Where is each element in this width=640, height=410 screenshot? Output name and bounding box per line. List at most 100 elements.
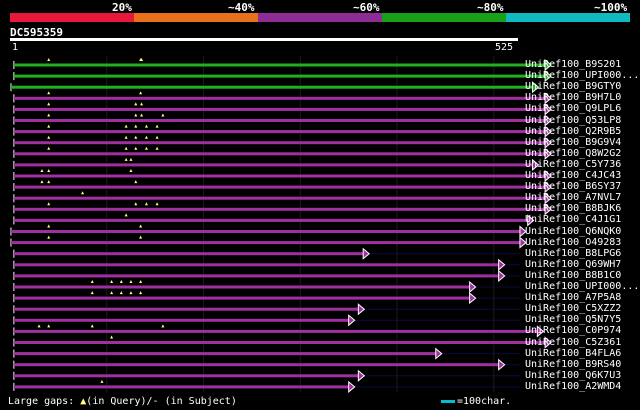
legend-bar-100 xyxy=(506,13,630,22)
hit-bar xyxy=(13,174,546,178)
hit-end-arrow xyxy=(544,181,552,194)
hit-label[interactable]: UniRef100_B4FLA6 xyxy=(525,347,622,359)
hit-label[interactable]: UniRef100_UPI000... xyxy=(525,281,640,292)
hit-label[interactable]: UniRef100_B9G9V4 xyxy=(525,136,622,148)
hit-label[interactable]: UniRef100_B6SY37 xyxy=(525,181,622,193)
query-gap-marker xyxy=(124,135,128,139)
query-gap-marker xyxy=(129,280,133,283)
query-gap-marker xyxy=(90,280,94,283)
hit-end-arrow xyxy=(544,114,552,127)
hit-label[interactable]: UniRef100_Q5N7Y5 xyxy=(525,314,622,326)
hit-bar xyxy=(13,374,359,378)
hit-bar xyxy=(13,107,546,111)
query-gap-marker xyxy=(47,202,51,206)
hit-bar xyxy=(13,119,546,122)
query-gap-marker xyxy=(155,202,159,206)
query-ruler xyxy=(10,38,518,41)
query-gap-marker xyxy=(47,180,51,184)
hit-label[interactable]: UniRef100_C5XZZ2 xyxy=(525,303,622,315)
hit-label[interactable]: UniRef100_B8B1C0 xyxy=(525,269,622,281)
hit-label[interactable]: UniRef100_O49283 xyxy=(525,236,622,248)
query-gap-marker xyxy=(144,146,148,150)
hit-end-arrow xyxy=(498,269,506,282)
hit-label[interactable]: UniRef100_Q8W2G2 xyxy=(525,147,622,159)
query-gap-marker xyxy=(139,280,143,283)
hit-label[interactable]: UniRef100_Q69WH7 xyxy=(525,258,622,270)
query-gap-marker xyxy=(90,291,94,295)
query-gap-marker xyxy=(134,124,138,128)
hit-label[interactable]: UniRef100_A7NVL7 xyxy=(525,192,622,204)
hit-bar xyxy=(13,141,546,145)
hit-bar xyxy=(10,241,520,245)
ruler-start-label: 1 xyxy=(12,42,19,53)
hit-label[interactable]: UniRef100_UPI000... xyxy=(525,70,640,82)
hit-label[interactable]: UniRef100_B9H7L0 xyxy=(525,92,622,104)
hit-bar xyxy=(13,207,546,211)
hit-bar xyxy=(13,352,436,356)
hit-end-arrow xyxy=(544,103,552,116)
hit-label[interactable]: UniRef100_B8BJK6 xyxy=(525,203,622,215)
hit-label[interactable]: UniRef100_Q6K7U3 xyxy=(525,369,622,381)
query-gap-marker xyxy=(140,102,144,106)
hit-label[interactable]: UniRef100_C4JC43 xyxy=(525,170,622,181)
ruler-end-label: 525 xyxy=(495,42,514,53)
hit-label[interactable]: UniRef100_A2WMD4 xyxy=(525,380,622,392)
hit-label[interactable]: UniRef100_B9GTY0 xyxy=(525,81,622,93)
hit-label[interactable]: UniRef100_C5Y736 xyxy=(525,158,622,170)
hit-bar xyxy=(10,85,533,89)
query-gap-marker xyxy=(155,146,159,150)
query-gap-marker xyxy=(37,324,41,328)
hit-bar xyxy=(13,96,546,100)
footer-legend: Large gaps: ▲(in Query)/- (in Subject) xyxy=(8,396,237,407)
hit-end-arrow xyxy=(544,136,552,149)
query-gap-marker xyxy=(134,146,138,150)
hit-end-arrow xyxy=(348,314,356,327)
query-gap-marker xyxy=(40,169,44,172)
query-gap-marker xyxy=(144,135,148,139)
hit-end-arrow xyxy=(544,70,552,83)
query-gap-marker xyxy=(47,135,51,139)
query-gap-marker xyxy=(47,124,51,128)
hit-label[interactable]: UniRef100_C4J1G1 xyxy=(525,214,622,226)
hit-label[interactable]: UniRef100_A7P5A8 xyxy=(525,292,622,304)
query-gap-marker xyxy=(81,191,85,195)
hit-label[interactable]: UniRef100_Q2R9B5 xyxy=(525,125,622,137)
hit-label[interactable]: UniRef100_B9S201 xyxy=(525,59,622,70)
query-gap-marker xyxy=(155,135,159,139)
legend-bar-40 xyxy=(134,13,258,22)
hit-label[interactable]: UniRef100_B9RS40 xyxy=(525,358,622,370)
scale-key: =100char. xyxy=(441,396,511,407)
hit-end-arrow xyxy=(362,247,370,260)
query-gap-marker xyxy=(134,202,138,206)
hit-end-arrow xyxy=(532,158,540,171)
hit-bar xyxy=(13,196,546,200)
hit-label[interactable]: UniRef100_Q6NQK0 xyxy=(525,225,622,237)
query-gap-marker xyxy=(90,324,94,328)
query-gap-marker xyxy=(161,113,165,117)
hit-end-arrow xyxy=(544,203,552,216)
query-gap-marker xyxy=(134,135,138,139)
hit-end-arrow xyxy=(544,92,552,105)
hit-label[interactable]: UniRef100_B8LPG6 xyxy=(525,247,622,259)
hit-label[interactable]: UniRef100_C5Z361 xyxy=(525,336,622,348)
hit-end-arrow xyxy=(348,380,356,393)
query-gap-marker xyxy=(161,324,165,328)
hit-label[interactable]: UniRef100_Q9LPL6 xyxy=(525,103,622,115)
hit-end-arrow xyxy=(544,169,552,183)
query-gap-marker xyxy=(119,291,123,295)
query-gap-marker xyxy=(47,324,51,328)
hit-bar xyxy=(13,74,546,78)
footer-separator: / xyxy=(146,396,153,407)
query-gap-marker xyxy=(47,58,51,61)
hit-bar xyxy=(13,152,546,156)
hit-bar xyxy=(13,307,359,311)
hit-end-arrow xyxy=(544,336,552,349)
query-gap-marker xyxy=(40,180,44,184)
hit-label[interactable]: UniRef100_Q53LP8 xyxy=(525,114,622,126)
query-gap-marker xyxy=(124,213,128,217)
legend-bar-80 xyxy=(382,13,506,22)
hit-end-arrow xyxy=(357,369,366,382)
hit-label[interactable]: UniRef100_C0P974 xyxy=(525,325,622,337)
query-gap-marker xyxy=(47,113,51,117)
